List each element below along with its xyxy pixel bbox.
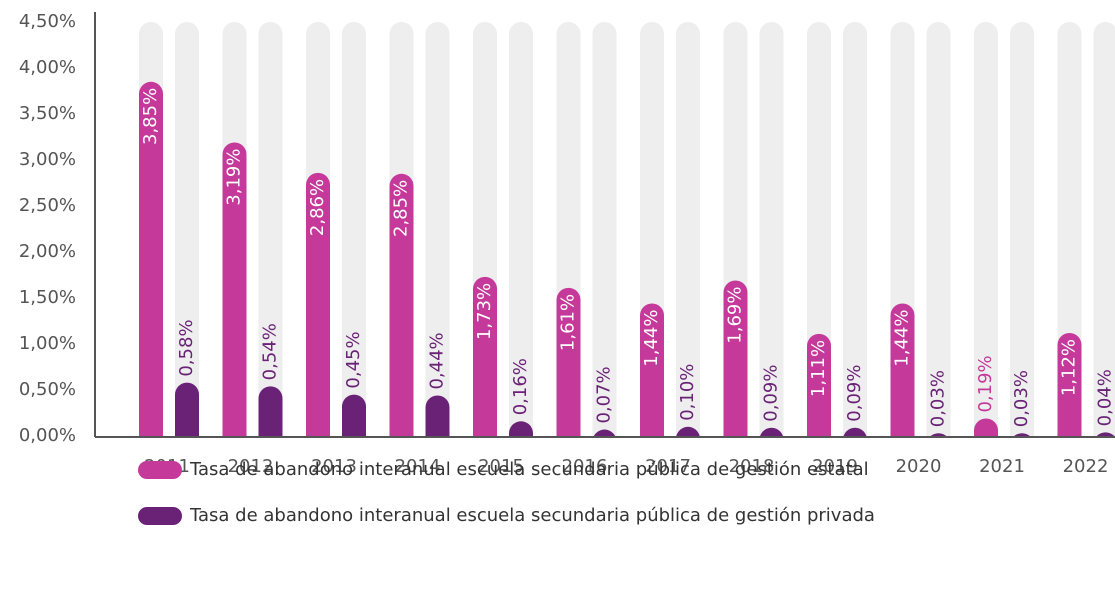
value-label: 0,03% <box>1011 370 1032 427</box>
value-label: 3,85% <box>140 88 161 145</box>
value-label: 0,09% <box>761 365 782 422</box>
bar <box>760 427 783 436</box>
bar <box>676 426 700 436</box>
x-tick-label: 2012 <box>228 456 274 477</box>
y-tick-label: 4,50% <box>19 11 76 32</box>
legend-label: Tasa de abandono interanual escuela secu… <box>189 459 869 480</box>
bar <box>509 421 533 436</box>
track <box>974 22 998 436</box>
bar <box>342 394 366 436</box>
value-label: 0,10% <box>677 364 698 421</box>
value-label: 1,11% <box>808 340 829 397</box>
legend-label: Tasa de abandono interanual escuela secu… <box>189 505 875 526</box>
value-label: 1,69% <box>725 287 746 344</box>
bar <box>843 427 867 436</box>
legend-swatch <box>138 461 182 479</box>
bar <box>389 173 414 436</box>
track <box>1010 22 1034 436</box>
bar <box>222 142 247 436</box>
x-tick-label: 2017 <box>645 456 691 477</box>
value-label: 0,07% <box>594 366 615 423</box>
value-label: 0,09% <box>844 365 865 422</box>
bar <box>258 386 283 436</box>
bar <box>1096 432 1115 436</box>
value-label: 0,16% <box>510 358 531 415</box>
y-tick-label: 2,50% <box>19 195 76 216</box>
track <box>926 22 951 436</box>
bar <box>306 172 330 436</box>
bar <box>473 276 497 436</box>
value-label: 1,73% <box>474 283 495 340</box>
bar <box>1014 433 1030 436</box>
bar <box>1057 332 1082 436</box>
bar <box>930 433 947 436</box>
track <box>425 22 450 436</box>
x-tick-label: 2018 <box>729 456 775 477</box>
bar <box>425 395 450 436</box>
x-tick-label: 2016 <box>562 456 608 477</box>
x-tick-label: 2015 <box>478 456 524 477</box>
value-label: 1,61% <box>558 294 579 351</box>
bar <box>807 333 831 436</box>
x-tick-label: 2021 <box>979 456 1025 477</box>
tracks <box>139 22 1115 436</box>
y-tick-label: 1,50% <box>19 287 76 308</box>
track <box>509 22 533 436</box>
track <box>676 22 700 436</box>
bar <box>640 303 664 436</box>
bar <box>723 280 748 436</box>
bar <box>974 418 998 436</box>
x-tick-label: 2013 <box>311 456 357 477</box>
y-tick-label: 0,50% <box>19 379 76 400</box>
value-label: 2,85% <box>391 180 412 237</box>
y-tick-label: 3,00% <box>19 149 76 170</box>
value-label: 0,45% <box>343 331 364 388</box>
x-tick-label: 2014 <box>395 456 441 477</box>
y-tick-label: 0,00% <box>19 425 76 446</box>
y-tick-label: 1,00% <box>19 333 76 354</box>
value-label: 1,44% <box>892 310 913 367</box>
y-tick-label: 3,50% <box>19 103 76 124</box>
track <box>807 22 831 436</box>
x-tick-label: 2022 <box>1063 456 1109 477</box>
value-label: 0,03% <box>928 370 949 427</box>
track <box>1057 22 1082 436</box>
track <box>258 22 283 436</box>
bar <box>556 287 581 436</box>
y-tick-label: 2,00% <box>19 241 76 262</box>
bar <box>890 303 915 436</box>
track <box>1093 22 1115 436</box>
bar <box>139 81 163 436</box>
value-label: 0,19% <box>975 355 996 412</box>
track <box>342 22 366 436</box>
track <box>175 22 199 436</box>
bar <box>175 382 199 436</box>
value-label: 0,04% <box>1095 369 1115 426</box>
value-label: 0,58% <box>176 319 197 376</box>
value-label: 1,12% <box>1059 339 1080 396</box>
value-label: 1,44% <box>641 310 662 367</box>
x-tick-label: 2020 <box>896 456 942 477</box>
y-tick-label: 4,00% <box>19 57 76 78</box>
track <box>592 22 617 436</box>
x-tick-label: 2019 <box>812 456 858 477</box>
value-label: 3,19% <box>224 149 245 206</box>
track <box>759 22 784 436</box>
value-label: 0,54% <box>260 323 281 380</box>
value-label: 2,86% <box>307 179 328 236</box>
value-label: 0,44% <box>427 332 448 389</box>
legend-swatch <box>138 507 182 525</box>
track <box>843 22 867 436</box>
bars <box>139 81 1115 436</box>
bar <box>593 429 616 436</box>
